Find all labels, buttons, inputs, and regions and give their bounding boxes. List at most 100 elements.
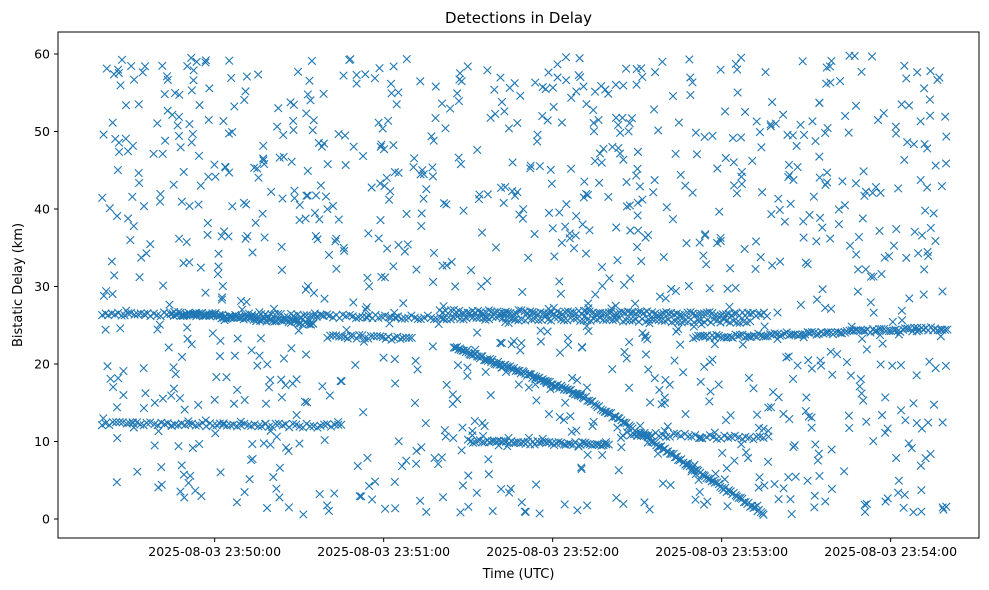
data-point [101,286,111,296]
data-point [766,402,776,412]
data-point [412,446,421,456]
data-point [925,111,935,120]
data-point [912,327,921,336]
data-point [445,104,455,113]
data-point [826,347,835,356]
data-point [399,299,408,308]
data-point [910,323,919,332]
data-point [602,440,611,449]
data-point [289,311,298,321]
data-point [778,110,788,119]
data-point [782,353,791,362]
data-point [310,309,320,318]
data-point [615,149,625,158]
data-point [140,62,150,71]
data-point [188,129,198,139]
x-tick-label: 2025-08-03 23:51:00 [317,544,450,559]
data-point [768,387,778,397]
data-point [526,164,535,173]
data-point [361,305,370,314]
data-point [818,285,827,294]
data-point [716,65,725,74]
data-point [875,330,885,340]
data-point [311,191,321,200]
data-point [180,493,189,502]
data-point [517,498,526,507]
data-point [917,231,927,240]
data-point [579,82,588,91]
data-point [289,100,299,109]
data-point [225,56,234,65]
data-point [194,420,204,430]
data-point [225,313,235,322]
data-point [513,118,522,128]
data-point [601,309,610,318]
data-point [633,226,643,235]
data-point [500,309,509,318]
data-point [614,143,623,153]
data-point [868,188,877,198]
data-point [258,209,267,218]
data-point [637,429,646,438]
data-point [536,337,546,346]
data-point [351,360,360,370]
data-point [770,329,779,338]
data-point [236,417,246,426]
data-point [220,316,229,325]
data-point [757,188,767,197]
data-point [775,257,785,266]
data-point [715,207,724,216]
data-point [129,423,138,432]
data-point [792,141,801,151]
data-point [438,261,447,270]
data-point [108,118,117,127]
data-point [135,272,144,282]
data-point [431,82,440,91]
data-point [277,393,287,402]
data-point [544,68,553,77]
data-point [597,158,606,167]
data-point [363,453,372,463]
data-point [390,308,399,317]
data-point [686,308,695,317]
data-point [352,334,361,343]
data-point [773,308,782,317]
data-point [332,234,341,244]
data-point [219,116,228,126]
data-point [430,453,439,463]
data-point [139,201,149,211]
data-point [725,264,735,273]
data-point [919,290,928,299]
data-point [240,95,249,105]
data-point [897,316,907,325]
data-point [773,334,782,344]
data-point [336,376,345,386]
data-point [154,427,163,436]
data-point [862,417,871,426]
data-point [477,228,487,237]
data-point [194,439,204,449]
data-point [850,51,859,61]
data-point [818,223,827,232]
data-point [730,456,739,465]
data-point [187,138,196,147]
data-point [266,315,275,325]
data-point [394,437,403,446]
data-point [321,192,331,201]
data-point [272,122,282,131]
data-point [647,315,657,324]
data-point [604,192,613,202]
data-point [851,179,861,188]
data-point [554,437,563,447]
data-point [542,378,551,387]
data-point [880,428,890,438]
data-point [157,480,166,489]
data-point [641,350,651,359]
data-point [916,461,926,470]
data-point [706,387,715,396]
data-point [783,130,792,140]
data-point [599,144,608,154]
data-point [936,332,946,341]
data-point [861,265,871,274]
data-point [678,368,688,377]
